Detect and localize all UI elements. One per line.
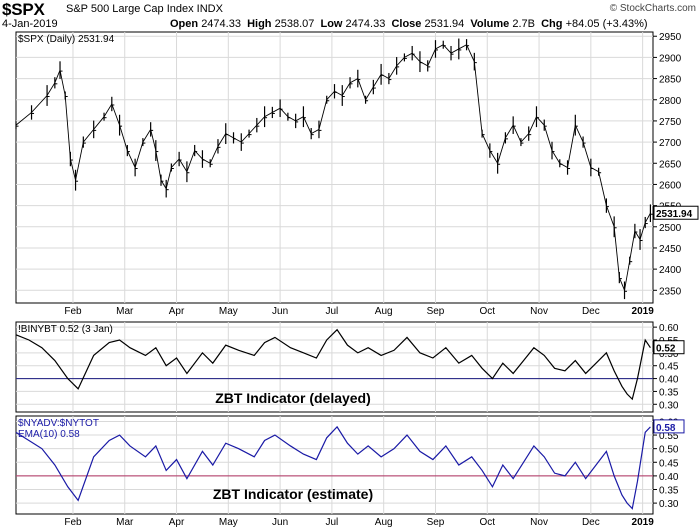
ind2-ytick-label: 0.35 [659,486,679,497]
ind2-annotation: ZBT Indicator (estimate) [213,486,373,502]
ind1-ytick-label: 0.40 [659,375,679,386]
price-ytick-label: 2400 [659,265,682,276]
price-ytick-label: 2600 [659,180,682,191]
high-value: 2538.07 [274,18,315,30]
ind2-last-value-label: 0.58 [656,423,676,434]
price-xtick-label: Apr [169,306,185,317]
chg-label: Chg [541,18,563,30]
ind2-series-line [15,425,651,510]
open-label: Open [170,18,199,30]
ind2-xtick-label: Jun [272,517,288,528]
quote-date: 4-Jan-2019 [2,18,58,30]
ind2-ytick-label: 0.45 [659,458,679,469]
ind2-xtick-label: May [219,517,238,528]
price-last-value-box [653,205,699,220]
ind2-legend: $NYADV:$NYTOT [18,418,99,429]
ind2-xtick-label: Apr [169,517,185,528]
ind1-ytick-label: 0.60 [659,323,679,334]
price-series-line [15,44,651,292]
price-frame [15,31,654,304]
ind1-ytick-label: 0.35 [659,387,679,398]
price-ytick-label: 2500 [659,223,682,234]
price-xtick-label: Nov [530,306,548,317]
quote-bar: Open 2474.33 High 2538.07 Low 2474.33 Cl… [170,18,648,30]
ind1-ytick-label: 0.50 [659,349,679,360]
ind1-legend: !BINYBT 0.52 (3 Jan) [18,324,113,335]
security-name: S&P 500 Large Cap Index INDX [66,3,223,15]
ind1-ytick-label: 0.45 [659,362,679,373]
ind1-last-value-label: 0.52 [656,344,676,355]
price-ytick-label: 2450 [659,244,682,255]
symbol: $SPX [2,0,45,19]
price-xtick-label: 2019 [632,306,655,317]
close-label: Close [391,18,422,30]
ind1-annotation: ZBT Indicator (delayed) [215,390,371,406]
close-value: 2531.94 [424,18,465,30]
ind2-xtick-label: Feb [64,517,82,528]
price-xtick-label: Oct [479,306,495,317]
ind2-ytick-label: 0.55 [659,431,679,442]
price-ytick-label: 2900 [659,53,682,64]
ind2-xtick-label: Aug [375,517,393,528]
price-xtick-label: Jun [272,306,288,317]
ind2-xtick-label: Sep [427,517,445,528]
low-label: Low [320,18,343,30]
price-ytick-label: 2850 [659,75,682,86]
price-ytick-label: 2750 [659,117,682,128]
price-xtick-label: Feb [64,306,82,317]
ind2-xtick-label: Nov [530,517,548,528]
ind2-ytick-label: 0.50 [659,445,679,456]
low-value: 2474.33 [345,18,386,30]
ind2-xtick-label: Jul [326,517,339,528]
high-label: High [247,18,272,30]
price-xtick-label: Jul [326,306,339,317]
ind2-last-value-box [653,419,685,434]
ind1-frame [15,321,654,413]
price-xtick-label: Mar [116,306,134,317]
ind2-frame [15,415,654,515]
open-value: 2474.33 [201,18,241,30]
ind1-last-value-box [653,340,685,355]
price-xtick-label: Sep [427,306,445,317]
price-xtick-label: Dec [582,306,600,317]
price-ytick-label: 2950 [659,32,682,43]
ind2-xtick-label: Dec [582,517,600,528]
price-ytick-label: 2350 [659,286,682,297]
ind2-last-value-marker: 0.58 [653,419,685,434]
volume-label: Volume [470,18,510,30]
price-xtick-label: May [219,306,238,317]
price-ytick-label: 2650 [659,159,682,170]
ind2-legend: EMA(10) 0.58 [18,429,80,440]
ind1-ytick-label: 0.30 [659,400,679,411]
price-ytick-label: 2800 [659,96,682,107]
ind2-xtick-label: Oct [479,517,495,528]
ind2-xtick-label: 2019 [632,517,655,528]
price-last-value-label: 2531.94 [656,209,693,220]
ind2-ytick-label: 0.30 [659,499,679,510]
ind1-series-line [15,328,651,401]
volume-value: 2.7B [512,18,535,30]
copyright: © StockCharts.com [609,3,696,14]
price-xtick-label: Aug [375,306,393,317]
price-ytick-label: 2700 [659,138,682,149]
ind2-xtick-label: Mar [116,517,134,528]
ind2-ytick-label: 0.40 [659,472,679,483]
price-legend: $SPX (Daily) 2531.94 [18,34,115,45]
chg-value: +84.05 (+3.43%) [565,18,648,30]
price-last-value-marker: 2531.94 [653,205,699,220]
ind1-last-value-marker: 0.52 [653,340,685,355]
